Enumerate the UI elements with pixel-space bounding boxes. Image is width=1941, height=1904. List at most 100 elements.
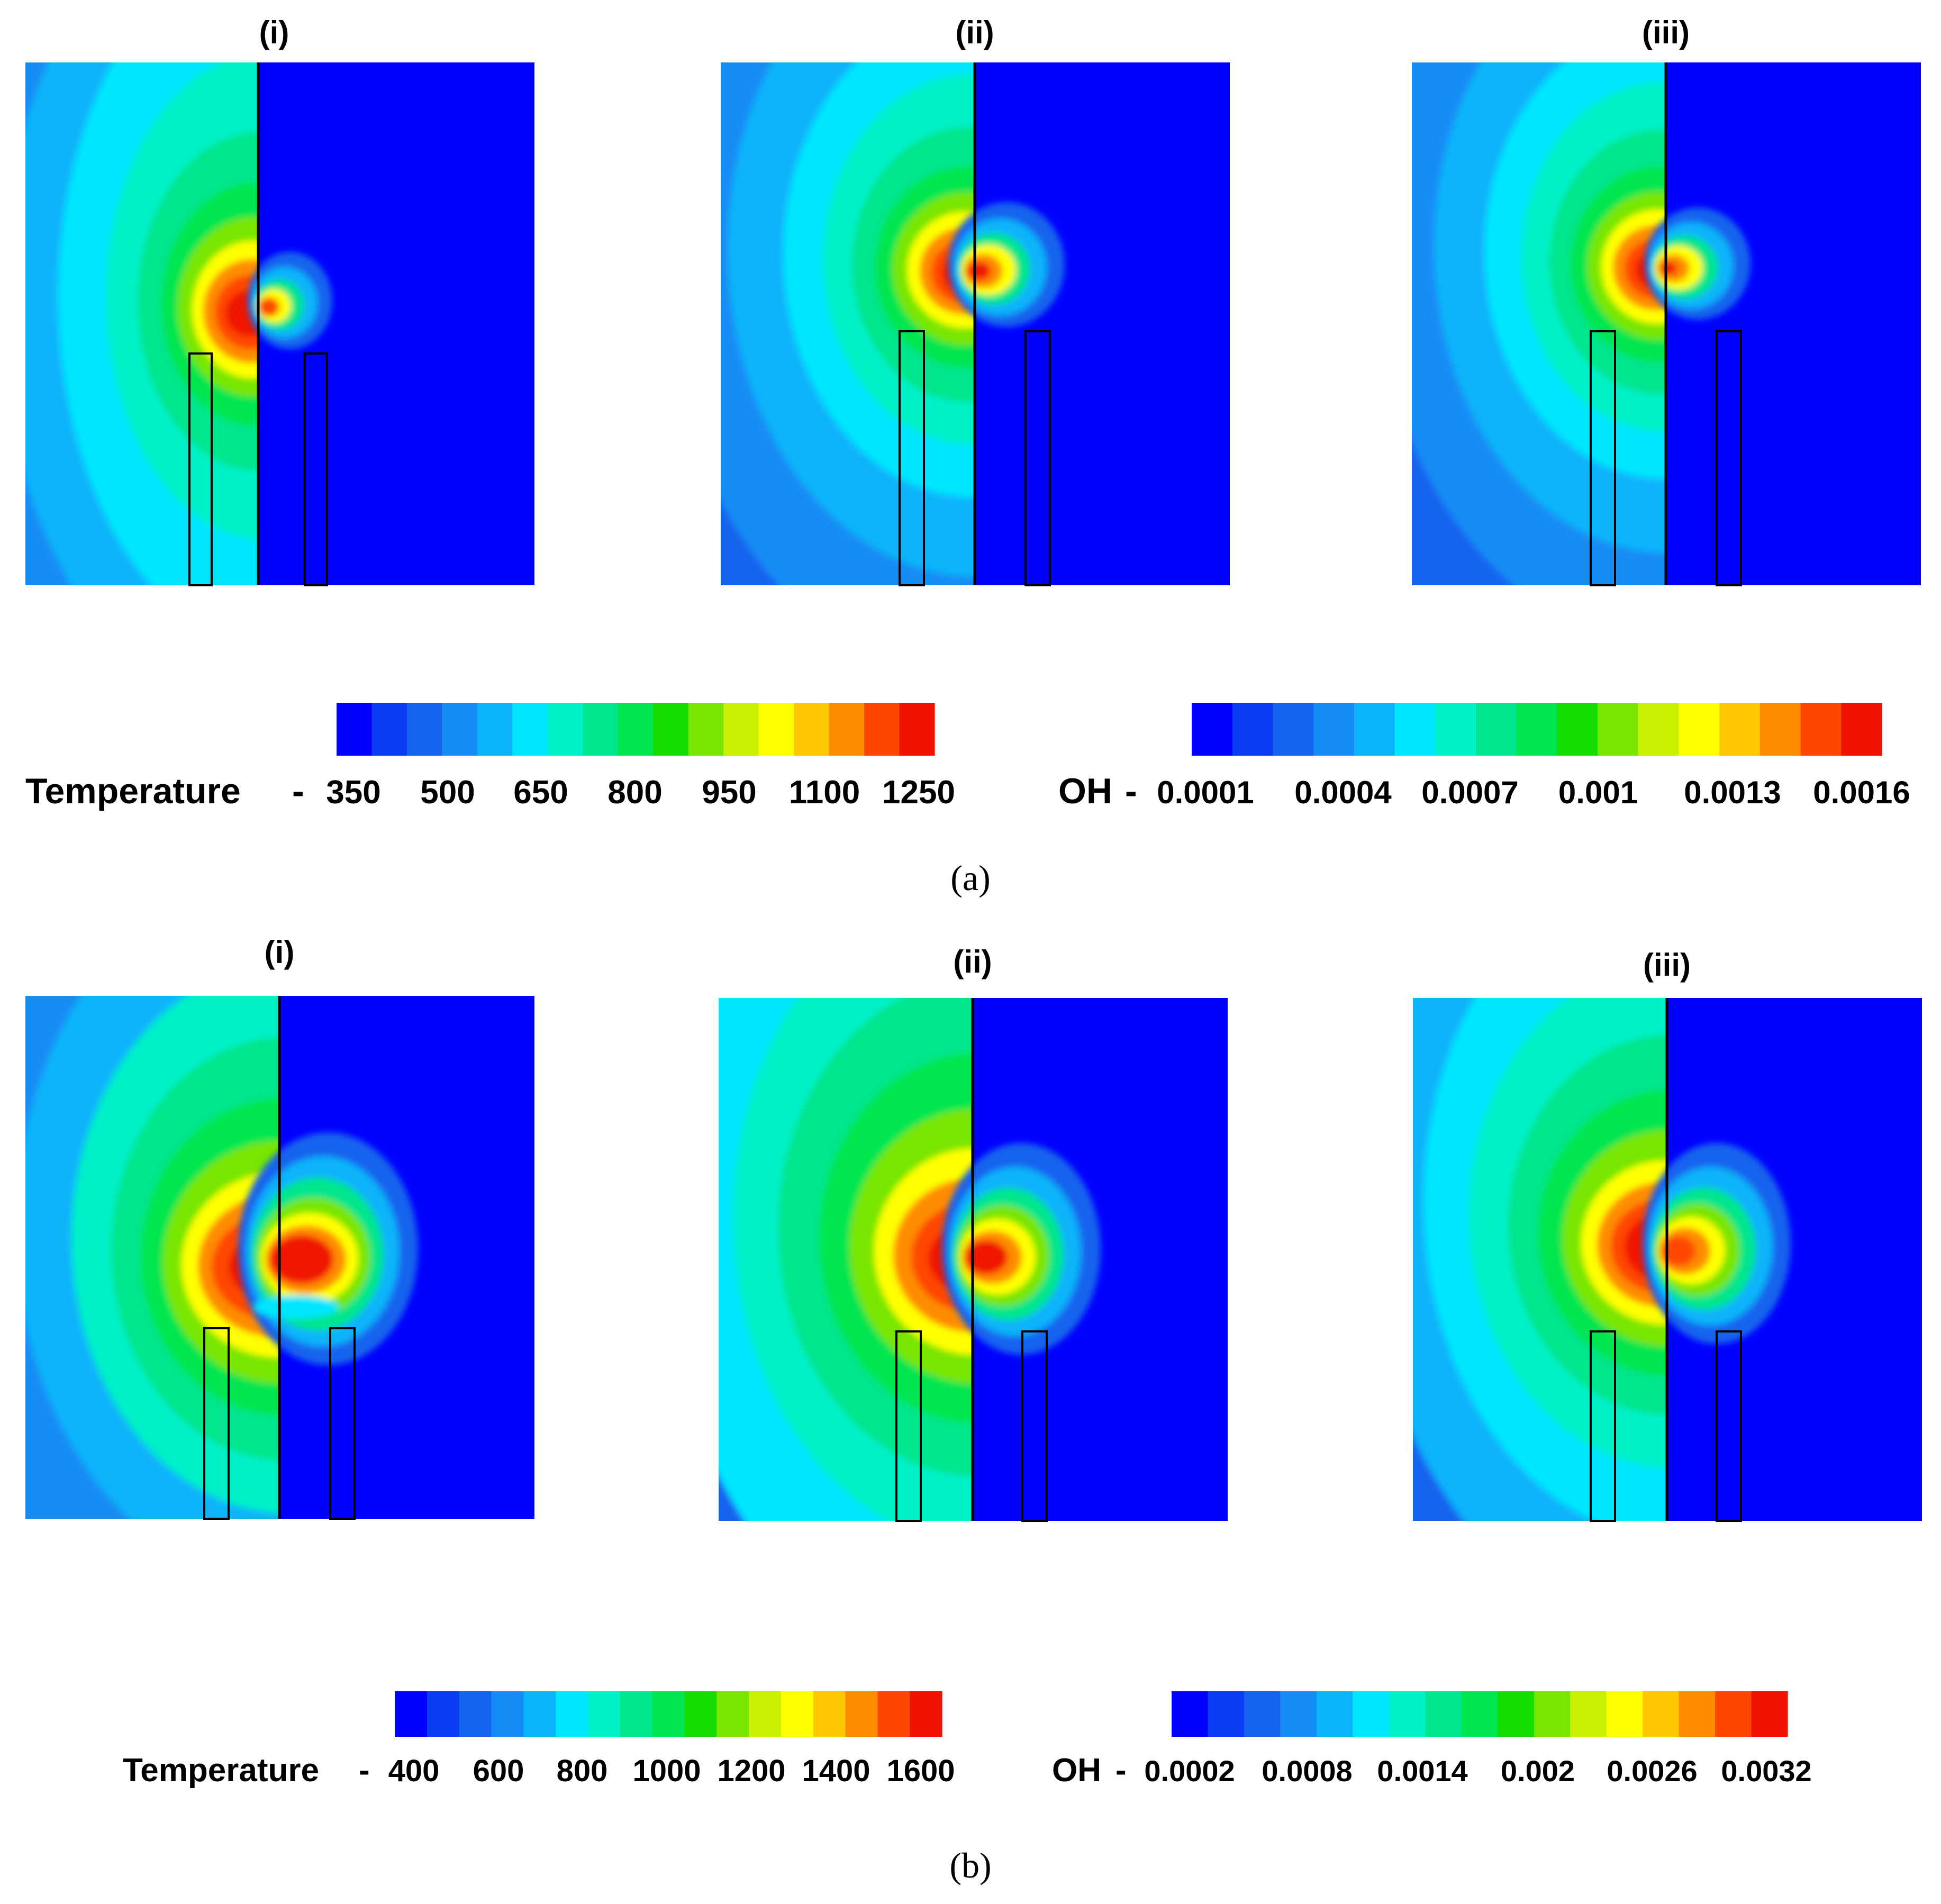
colorbar-swatch: [1244, 1691, 1281, 1737]
colorbar-swatch: [829, 703, 865, 756]
colorbar-swatch: [1570, 1691, 1607, 1737]
colorbar-tick: 600: [473, 1754, 524, 1788]
colorbar-tick: 1400: [802, 1754, 870, 1788]
oh-colorbar-a: OH - 0.0001 0.0004 0.0007 0.001 0.0013 0…: [1058, 703, 1910, 811]
colorbar-swatch: [723, 703, 759, 756]
temperature-colorbar-b: Temperature - 400 600 800 1000 1200 1400…: [123, 1691, 955, 1789]
colorbar-swatch: [1498, 1691, 1535, 1737]
colorbar-tick: 400: [388, 1754, 440, 1788]
colorbar-swatch: [1435, 703, 1476, 756]
fuel-nozzle-right: [1716, 330, 1742, 586]
colorbar-tick: 1200: [717, 1754, 785, 1788]
panel-label: (iii): [1642, 15, 1690, 50]
colorbar-swatch: [337, 703, 373, 756]
colorbar-tick: 800: [557, 1754, 608, 1788]
colorbar-swatch: [1516, 703, 1557, 756]
colorbar-tick: 0.002: [1501, 1754, 1575, 1788]
colorbar-swatch: [1715, 1691, 1752, 1737]
colorbar-swatch: [899, 703, 935, 756]
contour-panel-b-i: (i): [25, 935, 534, 1520]
colorbar-swatch: [1208, 1691, 1245, 1737]
contour-panel-b-iii: (iii): [1413, 947, 1922, 1522]
colorbar-tick: 0.0032: [1721, 1754, 1811, 1788]
colorbar-swatch: [716, 1691, 749, 1737]
colorbar-swatches: [1172, 1691, 1788, 1737]
colorbar-swatch: [406, 703, 443, 756]
colorbar-swatch: [1280, 1691, 1317, 1737]
colorbar-title: Temperature: [25, 771, 241, 811]
colorbar-swatch: [1232, 703, 1274, 756]
row-b: (i): [25, 935, 1922, 1885]
colorbar-swatch: [864, 703, 900, 756]
oh-plume: [238, 1132, 418, 1365]
oh-plume: [948, 202, 1065, 327]
oh-plume: [248, 252, 332, 349]
colorbar-swatch: [749, 1691, 782, 1737]
colorbar-swatch: [1557, 703, 1598, 756]
colorbar-tick: 1100: [789, 774, 860, 811]
contour-panel-a-iii: (iii): [1412, 15, 1921, 586]
fuel-nozzle-left: [188, 352, 213, 586]
colorbar-swatch: [459, 1691, 492, 1737]
temperature-field: [721, 62, 975, 585]
fuel-nozzle-left: [899, 330, 925, 586]
colorbar-tick: 1600: [886, 1754, 955, 1788]
colorbar-swatch: [1643, 1691, 1680, 1737]
row-a: (i): [25, 15, 1921, 898]
oh-plume: [1643, 1143, 1791, 1344]
colorbar-tick: 0.0001: [1157, 775, 1254, 810]
colorbar-tick: 0.0014: [1377, 1754, 1467, 1788]
colorbar-tick: 0.0002: [1144, 1754, 1235, 1788]
colorbar-swatch: [794, 703, 830, 756]
colorbar-swatch: [910, 1691, 942, 1737]
temperature-field: [25, 62, 258, 585]
colorbar-swatches: [337, 703, 935, 756]
colorbar-swatch: [1394, 703, 1436, 756]
colorbar-tick: 0.001: [1558, 775, 1638, 810]
fuel-nozzle-right: [304, 352, 328, 586]
panel-label: (ii): [955, 15, 994, 50]
panel-label: (i): [259, 15, 289, 50]
colorbar-swatch: [781, 1691, 814, 1737]
fuel-nozzle-left: [1590, 1330, 1616, 1522]
oh-plume: [1645, 207, 1750, 320]
colorbar-swatch: [1800, 703, 1842, 756]
colorbar-swatch: [1841, 703, 1882, 756]
colorbar-swatch: [1313, 703, 1355, 756]
colorbar-swatch: [523, 1691, 556, 1737]
colorbar-swatch: [1475, 703, 1517, 756]
colorbar-swatches: [395, 1691, 942, 1737]
colorbar-tick: 950: [702, 774, 756, 811]
fuel-nozzle-right: [1024, 330, 1051, 586]
colorbar-swatch: [371, 703, 407, 756]
contour-panel-b-ii: (ii): [719, 944, 1228, 1522]
subfigure-caption: (a): [950, 858, 990, 898]
colorbar-swatch: [1172, 1691, 1209, 1737]
colorbar-swatch: [1389, 1691, 1426, 1737]
colorbar-swatch: [653, 703, 689, 756]
colorbar-tick: 0.0004: [1294, 775, 1392, 810]
panel-label: (iii): [1643, 947, 1691, 983]
colorbar-dash: -: [292, 771, 304, 811]
colorbar-swatch: [1606, 1691, 1643, 1737]
colorbar-swatch: [1759, 703, 1801, 756]
colorbar-title: OH: [1058, 771, 1112, 811]
colorbar-swatch: [587, 1691, 621, 1737]
colorbar-swatch: [1425, 1691, 1462, 1737]
colorbar-tick: 650: [513, 774, 568, 811]
colorbar-dash: -: [359, 1752, 370, 1789]
oh-plume: [942, 1143, 1101, 1355]
colorbar-tick: 500: [420, 774, 475, 811]
colorbar-swatch: [477, 703, 513, 756]
panel-label: (i): [265, 935, 295, 970]
fuel-nozzle-left: [1590, 330, 1616, 586]
fuel-nozzle-left: [895, 1330, 922, 1522]
colorbar-swatch: [1751, 1691, 1788, 1737]
colorbar-tick: 0.0008: [1262, 1754, 1352, 1788]
colorbar-swatch: [556, 1691, 588, 1737]
colorbar-swatch: [512, 703, 548, 756]
colorbar-swatch: [758, 703, 794, 756]
colorbar-swatch: [427, 1691, 460, 1737]
colorbar-swatch: [491, 1691, 524, 1737]
colorbar-tick: 350: [326, 774, 380, 811]
